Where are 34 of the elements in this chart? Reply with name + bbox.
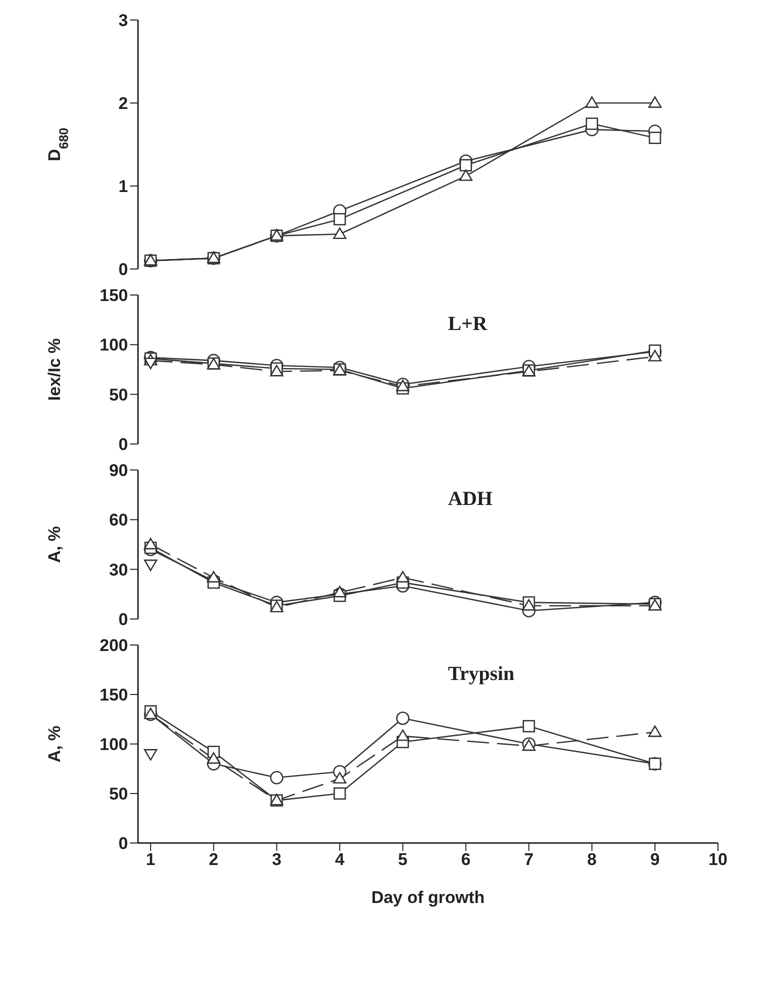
y-tick-label: 60 (109, 510, 128, 530)
y-axis-title: A, % (45, 726, 64, 762)
y-axis-title: A, % (45, 526, 64, 563)
x-tick-label: 5 (398, 850, 408, 870)
y-axis-title: Iex/Ic % (45, 338, 64, 401)
y-tick-label: 0 (118, 610, 128, 630)
y-tick-label: 100 (100, 735, 128, 754)
x-tick-label: 7 (524, 850, 534, 870)
y-tick-label: 2 (118, 94, 128, 114)
y-tick-label: 100 (100, 336, 128, 355)
annotation: Trypsin (448, 663, 514, 686)
x-tick-label: 10 (708, 850, 728, 870)
y-tick-label: 90 (109, 461, 128, 480)
y-tick-label: 3 (118, 11, 128, 30)
x-tick-label: 2 (208, 850, 218, 870)
annotation: ADH (448, 488, 492, 511)
x-tick-label: 6 (461, 850, 471, 870)
annotation: L+R (448, 313, 488, 336)
y-tick-label: 200 (100, 636, 128, 656)
x-tick-label: 3 (272, 850, 282, 870)
y-tick-label: 50 (109, 385, 128, 404)
x-tick-label: 1 (146, 850, 156, 870)
x-tick-label: 9 (650, 850, 660, 870)
y-tick-label: 0 (118, 834, 128, 854)
y-tick-label: 150 (100, 686, 128, 705)
x-axis-title: Day of growth (371, 888, 485, 907)
y-tick-label: 30 (109, 560, 128, 580)
y-tick-label: 1 (118, 177, 128, 196)
y-tick-label: 0 (118, 260, 128, 280)
x-tick-label: 4 (335, 850, 346, 870)
x-tick-label: 8 (587, 850, 597, 870)
y-tick-label: 150 (100, 286, 128, 306)
y-tick-label: 50 (109, 784, 128, 804)
y-tick-label: 0 (118, 435, 128, 454)
